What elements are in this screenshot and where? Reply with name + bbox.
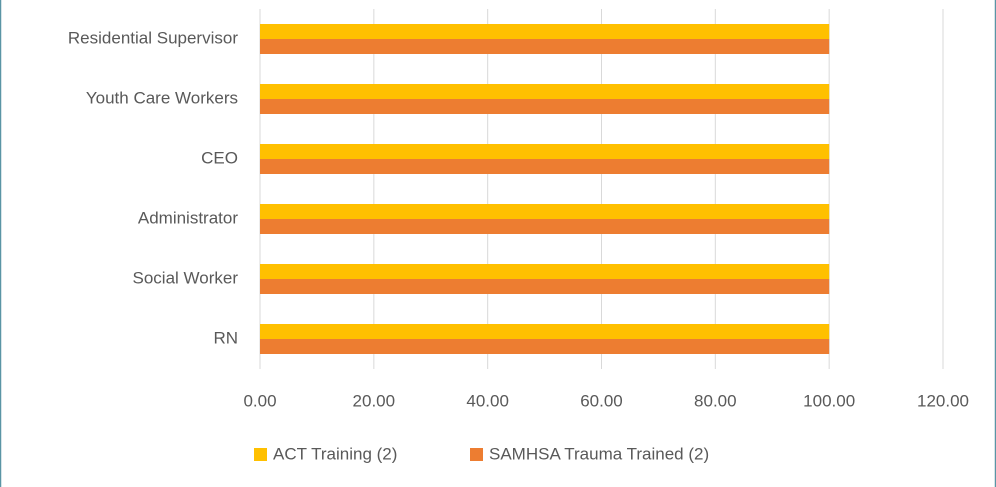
legend-swatch (254, 448, 267, 461)
bar (260, 204, 830, 219)
bar (260, 144, 830, 159)
y-tick-label: Administrator (138, 208, 238, 227)
y-tick-label: Youth Care Workers (86, 88, 238, 107)
bar (260, 99, 830, 114)
bar (260, 324, 830, 339)
bar (260, 279, 830, 294)
legend-swatch (470, 448, 483, 461)
x-tick-label: 0.00 (243, 391, 276, 410)
legend-label: ACT Training (2) (273, 444, 397, 463)
bar (260, 24, 830, 39)
bar (260, 264, 830, 279)
bar (260, 219, 830, 234)
y-tick-label: RN (213, 328, 238, 347)
x-tick-label: 80.00 (694, 391, 737, 410)
bar (260, 159, 830, 174)
bar (260, 339, 830, 354)
x-tick-label: 40.00 (466, 391, 509, 410)
x-tick-label: 100.00 (803, 391, 855, 410)
bar (260, 39, 830, 54)
y-tick-label: Social Worker (133, 268, 239, 287)
x-tick-label: 60.00 (580, 391, 623, 410)
x-tick-label: 20.00 (353, 391, 396, 410)
bar (260, 84, 830, 99)
legend-label: SAMHSA Trauma Trained (2) (489, 444, 709, 463)
y-tick-label: CEO (201, 148, 238, 167)
x-tick-label: 120.00 (917, 391, 969, 410)
y-tick-label: Residential Supervisor (68, 28, 238, 47)
